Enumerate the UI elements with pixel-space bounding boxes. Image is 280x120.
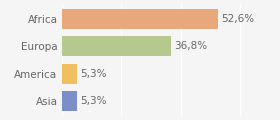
Text: 52,6%: 52,6% <box>221 14 254 24</box>
Bar <box>62 91 77 111</box>
Bar <box>62 36 171 56</box>
Text: 5,3%: 5,3% <box>80 69 106 79</box>
Text: 36,8%: 36,8% <box>174 41 207 51</box>
Text: 5,3%: 5,3% <box>80 96 106 106</box>
Bar <box>62 64 77 84</box>
Bar <box>62 9 218 29</box>
